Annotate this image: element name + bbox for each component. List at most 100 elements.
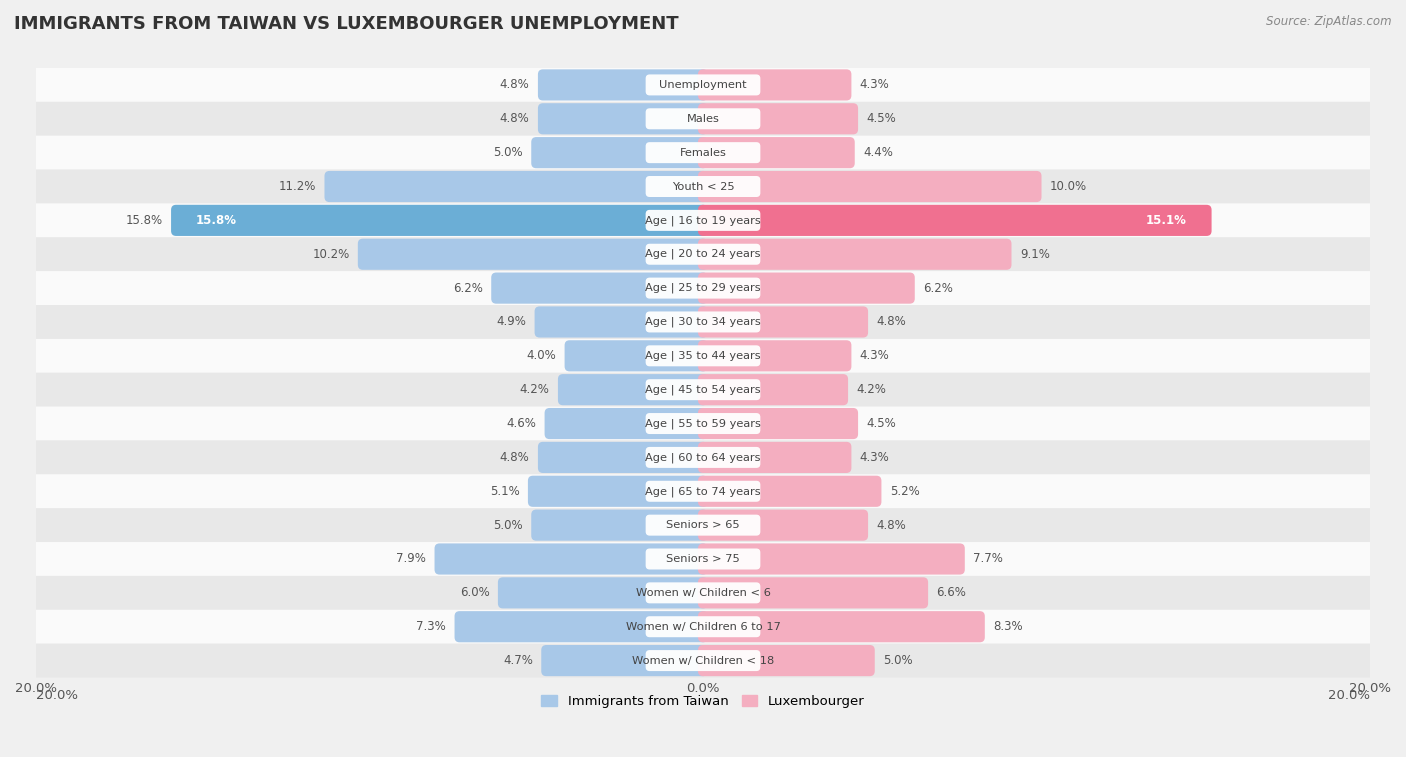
FancyBboxPatch shape [697, 408, 858, 439]
Text: Age | 30 to 34 years: Age | 30 to 34 years [645, 316, 761, 327]
FancyBboxPatch shape [645, 616, 761, 637]
FancyBboxPatch shape [37, 643, 1369, 678]
Text: IMMIGRANTS FROM TAIWAN VS LUXEMBOURGER UNEMPLOYMENT: IMMIGRANTS FROM TAIWAN VS LUXEMBOURGER U… [14, 15, 679, 33]
FancyBboxPatch shape [37, 68, 1369, 102]
Text: 5.1%: 5.1% [489, 484, 520, 498]
FancyBboxPatch shape [359, 238, 709, 269]
FancyBboxPatch shape [531, 137, 709, 168]
FancyBboxPatch shape [645, 142, 761, 164]
FancyBboxPatch shape [37, 204, 1369, 237]
Text: 10.0%: 10.0% [1050, 180, 1087, 193]
Text: Males: Males [686, 114, 720, 124]
Text: 4.3%: 4.3% [859, 349, 890, 363]
Text: 7.3%: 7.3% [416, 620, 446, 633]
FancyBboxPatch shape [565, 340, 709, 372]
FancyBboxPatch shape [645, 413, 761, 434]
FancyBboxPatch shape [491, 273, 709, 304]
FancyBboxPatch shape [498, 578, 709, 609]
FancyBboxPatch shape [697, 475, 882, 507]
Text: 6.2%: 6.2% [924, 282, 953, 294]
FancyBboxPatch shape [544, 408, 709, 439]
FancyBboxPatch shape [538, 442, 709, 473]
FancyBboxPatch shape [645, 650, 761, 671]
Text: Seniors > 65: Seniors > 65 [666, 520, 740, 530]
FancyBboxPatch shape [558, 374, 709, 405]
Text: Unemployment: Unemployment [659, 80, 747, 90]
FancyBboxPatch shape [697, 103, 858, 134]
Text: 4.6%: 4.6% [506, 417, 536, 430]
Text: 4.3%: 4.3% [859, 79, 890, 92]
Text: 20.0%: 20.0% [1329, 690, 1369, 702]
FancyBboxPatch shape [645, 345, 761, 366]
FancyBboxPatch shape [645, 549, 761, 569]
Text: 4.2%: 4.2% [520, 383, 550, 396]
FancyBboxPatch shape [697, 171, 1042, 202]
FancyBboxPatch shape [37, 136, 1369, 170]
FancyBboxPatch shape [37, 271, 1369, 305]
Text: Age | 25 to 29 years: Age | 25 to 29 years [645, 283, 761, 294]
FancyBboxPatch shape [37, 407, 1369, 441]
Text: 4.8%: 4.8% [876, 316, 907, 329]
Text: Age | 45 to 54 years: Age | 45 to 54 years [645, 385, 761, 395]
FancyBboxPatch shape [527, 475, 709, 507]
FancyBboxPatch shape [697, 70, 852, 101]
FancyBboxPatch shape [37, 542, 1369, 576]
FancyBboxPatch shape [37, 576, 1369, 610]
Text: Seniors > 75: Seniors > 75 [666, 554, 740, 564]
FancyBboxPatch shape [538, 70, 709, 101]
Text: 4.0%: 4.0% [526, 349, 557, 363]
Text: 6.0%: 6.0% [460, 587, 489, 600]
Text: 10.2%: 10.2% [312, 248, 350, 260]
Text: Age | 55 to 59 years: Age | 55 to 59 years [645, 419, 761, 428]
Text: Age | 60 to 64 years: Age | 60 to 64 years [645, 452, 761, 463]
FancyBboxPatch shape [697, 509, 868, 540]
FancyBboxPatch shape [37, 170, 1369, 204]
Text: 5.0%: 5.0% [883, 654, 912, 667]
Text: Source: ZipAtlas.com: Source: ZipAtlas.com [1267, 15, 1392, 28]
Text: 4.4%: 4.4% [863, 146, 893, 159]
Text: Age | 20 to 24 years: Age | 20 to 24 years [645, 249, 761, 260]
FancyBboxPatch shape [538, 103, 709, 134]
FancyBboxPatch shape [697, 611, 984, 642]
FancyBboxPatch shape [37, 610, 1369, 643]
Text: 11.2%: 11.2% [278, 180, 316, 193]
Text: 15.1%: 15.1% [1146, 214, 1187, 227]
Text: 4.7%: 4.7% [503, 654, 533, 667]
Text: Age | 35 to 44 years: Age | 35 to 44 years [645, 350, 761, 361]
FancyBboxPatch shape [172, 205, 709, 236]
FancyBboxPatch shape [645, 176, 761, 197]
Text: 8.3%: 8.3% [993, 620, 1022, 633]
Text: 7.9%: 7.9% [396, 553, 426, 565]
Text: Youth < 25: Youth < 25 [672, 182, 734, 192]
FancyBboxPatch shape [645, 244, 761, 265]
Text: 4.9%: 4.9% [496, 316, 526, 329]
FancyBboxPatch shape [697, 137, 855, 168]
FancyBboxPatch shape [645, 74, 761, 95]
Text: 5.0%: 5.0% [494, 519, 523, 531]
FancyBboxPatch shape [37, 475, 1369, 508]
Text: Females: Females [679, 148, 727, 157]
FancyBboxPatch shape [37, 237, 1369, 271]
FancyBboxPatch shape [697, 442, 852, 473]
FancyBboxPatch shape [434, 544, 709, 575]
FancyBboxPatch shape [645, 210, 761, 231]
FancyBboxPatch shape [697, 205, 1212, 236]
FancyBboxPatch shape [37, 305, 1369, 339]
Text: 5.2%: 5.2% [890, 484, 920, 498]
Legend: Immigrants from Taiwan, Luxembourger: Immigrants from Taiwan, Luxembourger [536, 690, 870, 714]
Text: 4.8%: 4.8% [499, 451, 530, 464]
Text: 7.7%: 7.7% [973, 553, 1002, 565]
FancyBboxPatch shape [37, 339, 1369, 372]
Text: 9.1%: 9.1% [1019, 248, 1050, 260]
Text: 4.8%: 4.8% [499, 79, 530, 92]
FancyBboxPatch shape [697, 544, 965, 575]
FancyBboxPatch shape [697, 578, 928, 609]
FancyBboxPatch shape [645, 481, 761, 502]
FancyBboxPatch shape [697, 307, 868, 338]
FancyBboxPatch shape [37, 102, 1369, 136]
FancyBboxPatch shape [454, 611, 709, 642]
Text: Age | 16 to 19 years: Age | 16 to 19 years [645, 215, 761, 226]
FancyBboxPatch shape [645, 447, 761, 468]
Text: 15.8%: 15.8% [195, 214, 238, 227]
FancyBboxPatch shape [645, 582, 761, 603]
